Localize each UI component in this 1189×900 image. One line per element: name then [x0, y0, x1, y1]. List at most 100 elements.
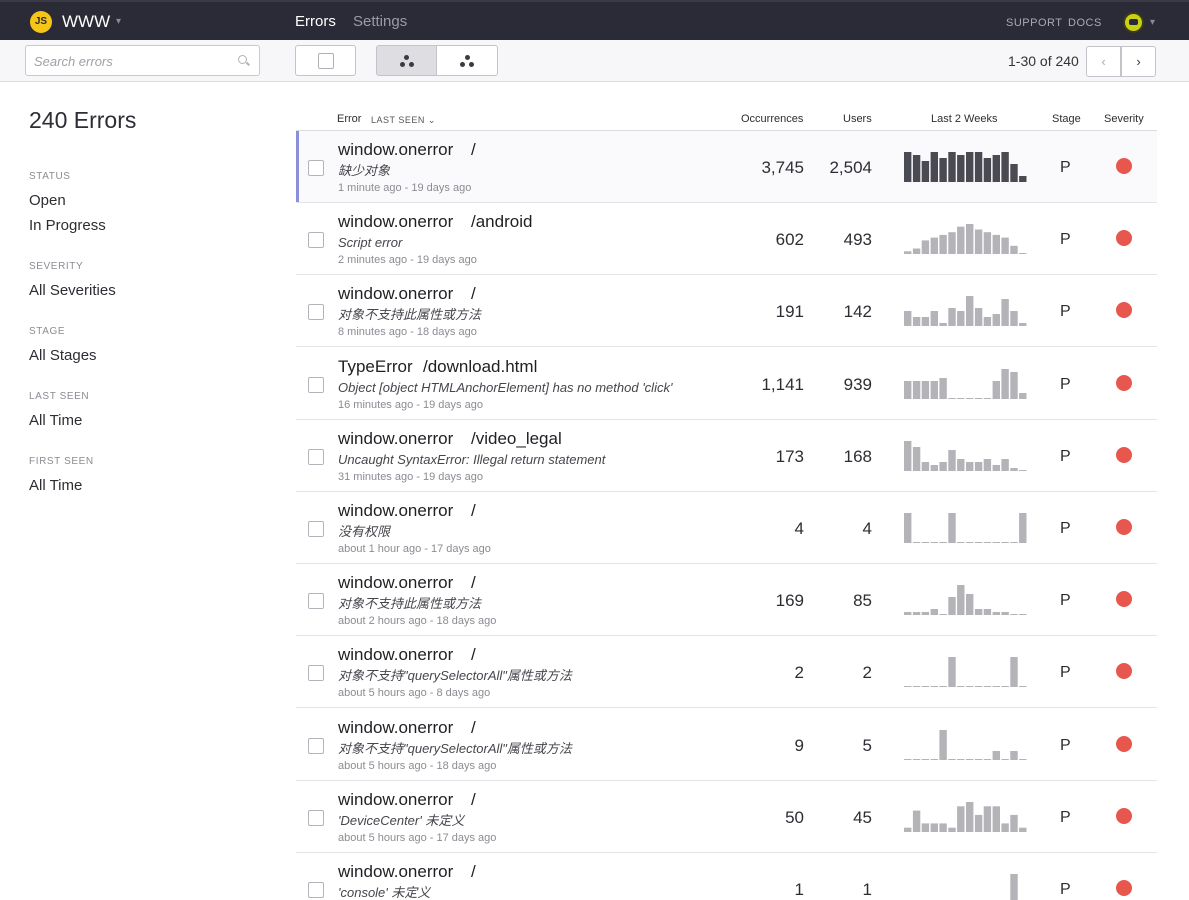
trend-bar: [983, 686, 992, 688]
trend-bar: [904, 251, 912, 255]
severity-indicator: [1116, 735, 1132, 752]
error-path[interactable]: /: [471, 284, 476, 304]
stage-label: P: [1060, 447, 1071, 465]
trend-bar: [1010, 874, 1018, 900]
trend-bar: [1019, 513, 1027, 543]
trend-bar: [992, 686, 1000, 688]
project-selector[interactable]: WWW: [62, 12, 111, 31]
row-checkbox[interactable]: [308, 304, 324, 321]
error-type[interactable]: TypeError: [338, 356, 413, 376]
error-type[interactable]: window.onerror: [338, 428, 454, 448]
trend-bar: [974, 814, 983, 832]
error-path[interactable]: /: [471, 573, 476, 593]
column-header-occurrences[interactable]: Occurrences: [741, 113, 804, 125]
sort-dropdown[interactable]: LAST SEEN ⌄: [371, 115, 436, 125]
error-path[interactable]: /download.html: [423, 356, 538, 376]
error-path[interactable]: /android: [471, 212, 533, 232]
error-type[interactable]: window.onerror: [338, 862, 454, 881]
error-path[interactable]: /: [471, 645, 476, 665]
avatar[interactable]: [1123, 12, 1144, 33]
error-type[interactable]: window.onerror: [338, 140, 454, 159]
trend-bar: [957, 226, 965, 255]
trend-bar: [974, 397, 983, 399]
trend-sparkline: [904, 585, 1027, 616]
error-type[interactable]: window.onerror: [338, 789, 454, 809]
app-logo[interactable]: JS: [30, 11, 52, 33]
chevron-down-icon[interactable]: ▾: [1150, 17, 1156, 28]
filter-last-seen-all[interactable]: All Time: [29, 412, 83, 429]
tab-settings[interactable]: Settings: [353, 13, 408, 30]
error-row[interactable]: window.onerror / 对象不支持"querySelectorAll"属性…: [296, 709, 1157, 781]
error-path[interactable]: /: [471, 862, 476, 881]
search-input[interactable]: [34, 52, 229, 70]
error-type[interactable]: window.onerror: [338, 284, 454, 304]
next-page-button[interactable]: ›: [1121, 46, 1156, 77]
row-checkbox[interactable]: [308, 882, 324, 898]
row-checkbox[interactable]: [308, 593, 324, 610]
tab-errors[interactable]: Errors: [295, 13, 336, 30]
error-type[interactable]: window.onerror: [338, 212, 454, 232]
column-header-users[interactable]: Users: [843, 113, 872, 125]
error-row[interactable]: window.onerror/video_legal Uncaught Synta…: [296, 420, 1157, 492]
row-checkbox[interactable]: [308, 448, 324, 465]
time-separator: -: [407, 254, 417, 267]
ungrouped-view-button[interactable]: [436, 45, 498, 76]
trend-bar: [1019, 469, 1027, 471]
error-row[interactable]: window.onerror / 缺少对象 1 minute ago - 19 day…: [296, 131, 1157, 203]
trend-bar: [992, 314, 1000, 327]
row-checkbox[interactable]: [308, 809, 324, 826]
error-row[interactable]: window.onerror / 对象不支持此属性或方法 about 2 hours …: [296, 564, 1157, 637]
error-row[interactable]: window.onerror / 'console' 未定义 1 1 P: [296, 853, 1157, 900]
filter-status-open[interactable]: Open: [29, 192, 66, 209]
support-link[interactable]: SUPPORT: [1006, 17, 1063, 29]
row-checkbox[interactable]: [308, 737, 324, 754]
row-checkbox[interactable]: [308, 521, 324, 537]
error-row[interactable]: TypeError/download.html Object [object HT…: [296, 348, 1157, 420]
filter-status-in-progress[interactable]: In Progress: [29, 217, 106, 234]
error-row[interactable]: window.onerror / 对象不支持"querySelectorAll"属性…: [296, 636, 1157, 709]
error-row[interactable]: window.onerror / 没有权限 about 1 hour ago - 17…: [296, 492, 1157, 564]
filter-first-seen-all[interactable]: All Time: [29, 477, 83, 494]
row-checkbox[interactable]: [308, 160, 324, 176]
column-header-error: Error: [337, 113, 362, 125]
row-checkbox[interactable]: [308, 376, 324, 393]
filter-stage-all[interactable]: All Stages: [29, 347, 97, 364]
chevron-down-icon[interactable]: ▾: [116, 16, 122, 27]
error-type[interactable]: window.onerror: [338, 717, 454, 737]
error-row[interactable]: window.onerror / 对象不支持此属性或方法 8 minutes ago …: [296, 275, 1157, 348]
previous-page-button[interactable]: ‹: [1086, 46, 1121, 77]
last-seen-time: 1 minute ago: [338, 182, 402, 194]
trend-bar: [992, 235, 1000, 255]
trend-bar: [1010, 371, 1018, 399]
error-path[interactable]: /video_legal: [471, 428, 562, 448]
row-checkbox[interactable]: [308, 665, 324, 682]
select-all-button[interactable]: [295, 45, 356, 76]
error-type[interactable]: window.onerror: [338, 501, 454, 520]
error-message: Script error: [338, 235, 403, 251]
error-path[interactable]: /: [471, 717, 476, 737]
trend-bar: [957, 311, 965, 327]
error-row[interactable]: window.onerror/android Script error 2 minu…: [296, 203, 1157, 276]
error-row[interactable]: window.onerror / 'DeviceCenter' 未定义 about 5…: [296, 781, 1157, 853]
filter-severity-all[interactable]: All Severities: [29, 282, 116, 299]
error-path[interactable]: /: [471, 140, 476, 159]
trend-bar: [1019, 323, 1027, 327]
error-type[interactable]: window.onerror: [338, 645, 454, 665]
search-icon[interactable]: [238, 55, 247, 64]
row-checkbox[interactable]: [308, 232, 324, 249]
docs-link[interactable]: DOCS: [1068, 17, 1102, 29]
trend-bar: [948, 827, 956, 832]
page-title: 240 Errors: [29, 107, 137, 133]
trend-bar: [1019, 253, 1027, 255]
select-all-checkbox[interactable]: [318, 53, 334, 69]
grouped-view-button[interactable]: [376, 45, 437, 76]
error-type[interactable]: window.onerror: [338, 573, 454, 593]
trend-bar: [983, 609, 992, 616]
error-path[interactable]: /: [471, 501, 476, 520]
toolbar: [0, 40, 1189, 82]
stage-label: P: [1060, 808, 1071, 826]
time-separator: -: [413, 470, 423, 483]
trend-sparkline: [904, 729, 1027, 760]
error-path[interactable]: /: [471, 789, 476, 809]
first-seen-time: 18 days ago: [416, 326, 477, 339]
